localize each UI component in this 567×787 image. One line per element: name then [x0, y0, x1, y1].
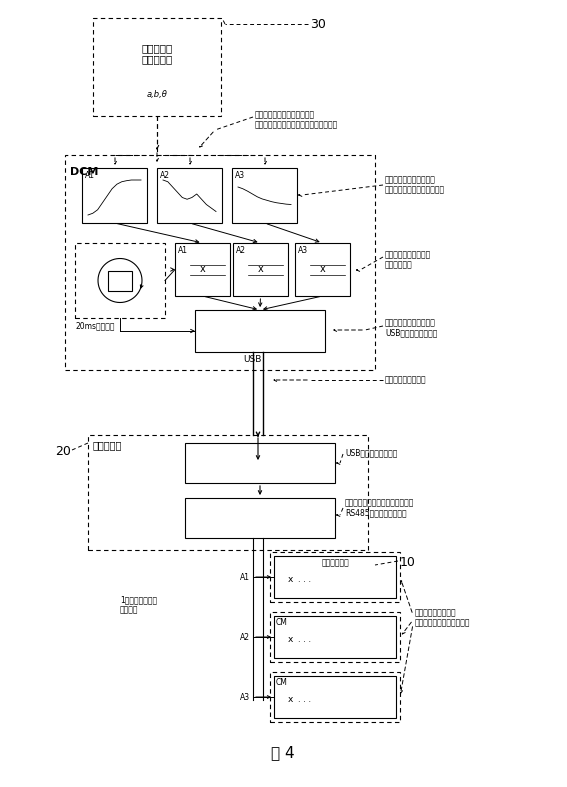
Text: A1: A1 — [240, 573, 250, 582]
Bar — [65, 155, 375, 370]
Bar — [157, 168, 222, 223]
Bar — [274, 676, 396, 718]
Bar — [270, 612, 400, 662]
Text: 20: 20 — [55, 445, 71, 458]
Text: x: x — [200, 264, 205, 275]
Text: 20msサイクル: 20msサイクル — [75, 321, 115, 330]
Text: 図 4: 図 4 — [271, 745, 295, 760]
Text: . . .: . . . — [298, 634, 311, 644]
Bar — [175, 243, 230, 296]
Text: A2: A2 — [240, 633, 250, 642]
Text: DCM: DCM — [70, 167, 99, 177]
Text: アクチュエータごとの
補間値の計算: アクチュエータごとの 補間値の計算 — [385, 250, 431, 269]
Bar — [88, 435, 368, 550]
Text: 胴部カード: 胴部カード — [93, 440, 122, 450]
Text: x: x — [288, 634, 293, 644]
Text: x: x — [288, 575, 293, 583]
Bar — [295, 243, 350, 296]
Text: USBプロトコルの除去: USBプロトコルの除去 — [345, 448, 397, 457]
Text: ブロードキャストリクエスト時の
RS485プロトコルの追加: ブロードキャストリクエスト時の RS485プロトコルの追加 — [345, 498, 414, 517]
Bar — [274, 556, 396, 598]
Text: A2: A2 — [160, 171, 170, 180]
Bar — [233, 243, 288, 296]
Text: 各アクチュエータ上での
時間経過に伴う傾向のメモリ: 各アクチュエータ上での 時間経過に伴う傾向のメモリ — [385, 175, 445, 194]
Text: あらゆるコマンドによる
USBリクエストの作成: あらゆるコマンドによる USBリクエストの作成 — [385, 318, 437, 338]
Text: A3: A3 — [298, 246, 308, 255]
Bar — [75, 243, 165, 318]
Bar — [93, 18, 221, 116]
Text: CM: CM — [276, 678, 288, 687]
Text: A3: A3 — [235, 171, 245, 180]
Text: 胴部カードへの伝達: 胴部カードへの伝達 — [385, 375, 426, 384]
Text: 各カードでの受信と
先行する命令に対する待期: 各カードでの受信と 先行する命令に対する待期 — [415, 608, 471, 627]
Bar — [270, 672, 400, 722]
Text: CM: CM — [276, 618, 288, 627]
Text: x: x — [257, 264, 264, 275]
Bar — [232, 168, 297, 223]
Text: A3: A3 — [240, 693, 250, 702]
Text: 上位レベル
モジュール: 上位レベル モジュール — [141, 43, 172, 65]
Text: A2: A2 — [236, 246, 246, 255]
Bar — [270, 552, 400, 602]
Text: モータカード: モータカード — [321, 558, 349, 567]
Bar — [185, 443, 335, 483]
Bar — [108, 271, 132, 290]
Text: x: x — [288, 694, 293, 704]
Text: 位付のあるコマンドを介した
複数のアクチュエータへの同時コマンド: 位付のあるコマンドを介した 複数のアクチュエータへの同時コマンド — [255, 110, 338, 129]
Text: 30: 30 — [310, 18, 326, 31]
Text: A1: A1 — [178, 246, 188, 255]
Text: USB: USB — [243, 355, 261, 364]
Text: a,b,θ: a,b,θ — [146, 90, 167, 99]
Text: 1ブロードケース
フレーム: 1ブロードケース フレーム — [120, 595, 157, 615]
Text: 10: 10 — [400, 556, 416, 569]
Bar — [82, 168, 147, 223]
Text: A1: A1 — [85, 171, 95, 180]
Text: . . .: . . . — [298, 694, 311, 704]
Text: . . .: . . . — [298, 575, 311, 583]
Bar — [274, 616, 396, 658]
Bar — [195, 310, 325, 352]
Text: x: x — [320, 264, 325, 275]
Bar — [185, 498, 335, 538]
